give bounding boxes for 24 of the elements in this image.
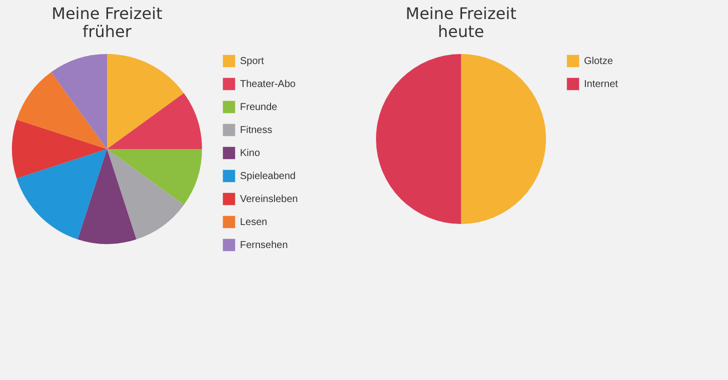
pie-slice [107,149,184,240]
chart-title: Meine Freizeit heute [406,4,516,41]
pie-slice [107,93,202,149]
legend-label: Glotze [584,56,614,67]
legend-label: Spieleabend [240,171,296,182]
pie-slice [461,54,546,224]
pie-slice [78,149,136,244]
legend-label: Kino [240,148,260,159]
legend-label: Theater-Abo [240,79,296,90]
legend-label: Fernsehen [240,240,288,251]
legend-label: Lesen [240,217,268,228]
pie-slice [376,54,461,224]
pie-slice [16,72,107,149]
pie-slice [16,149,107,240]
legend-label: Sport [240,56,264,67]
legend-label: Freunde [240,102,278,113]
pie-slice [107,54,184,149]
pie-slice [12,120,107,178]
pie-slice [51,54,107,149]
legend-label: Vereinsleben [240,194,298,205]
legend-label: Internet [584,79,618,90]
legend-label: Fitness [240,125,272,136]
chart-title: Meine Freizeit früher [52,4,162,41]
pie-slice [107,149,202,205]
